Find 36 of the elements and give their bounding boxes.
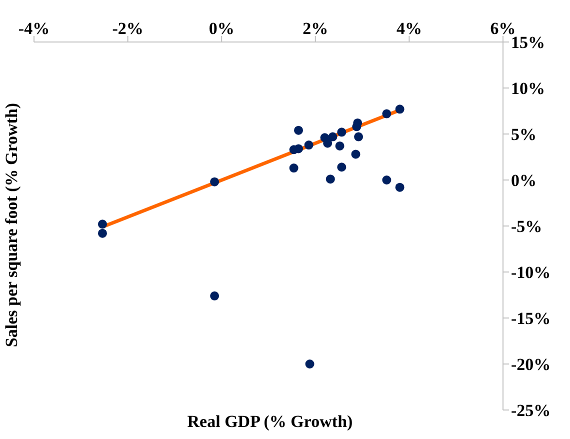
point [305, 360, 314, 368]
point [395, 104, 404, 114]
point [382, 109, 392, 118]
point [210, 291, 220, 300]
y-tick-label: -20% [511, 355, 551, 374]
point [395, 182, 404, 192]
point [294, 144, 304, 154]
x-tick-label: -4% [18, 19, 50, 38]
point [382, 176, 392, 184]
y-tick-label: -10% [511, 263, 551, 282]
point [323, 138, 332, 148]
point [351, 150, 360, 159]
point [354, 132, 364, 142]
x-axis-title: Real GDP (% Growth) [187, 412, 353, 431]
point [326, 174, 335, 184]
y-axis-title: Sales per square foot (% Growth) [2, 102, 22, 348]
point [328, 132, 338, 142]
y-tick-label: 0% [511, 171, 536, 190]
y-tick-label: 10% [511, 79, 545, 98]
y-tick-label: -15% [511, 309, 551, 328]
x-tick-label: 0% [208, 19, 234, 38]
point [98, 220, 107, 229]
y-tick-label: -25% [511, 401, 551, 420]
point [98, 228, 107, 238]
y-tick-label: -5% [511, 217, 542, 236]
y-tick-label: 5% [511, 125, 536, 144]
point [304, 140, 314, 150]
point [337, 162, 346, 172]
point [337, 128, 346, 137]
x-tick-label: 4% [396, 19, 422, 38]
point [210, 177, 220, 186]
x-tick-label: 2% [302, 19, 328, 38]
point [294, 126, 304, 135]
point [289, 164, 298, 173]
x-tick-label: -2% [112, 19, 144, 38]
point [335, 141, 344, 150]
